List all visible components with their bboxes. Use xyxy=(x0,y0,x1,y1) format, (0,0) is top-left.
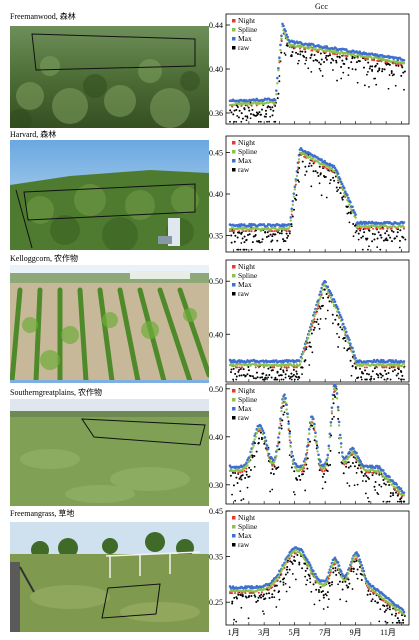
month-label: 3月 xyxy=(258,628,271,637)
y-tick-label: 0.44 xyxy=(209,21,223,30)
legend-label: Spline xyxy=(238,271,258,280)
legend-label: Spline xyxy=(238,522,258,531)
legend-label: Night xyxy=(238,386,256,395)
y-tick-label: 0.25 xyxy=(209,598,223,607)
y-tick-label: 0.50 xyxy=(209,385,223,394)
legend-label: Max xyxy=(238,34,252,43)
legend-label: Spline xyxy=(238,147,258,156)
site-label-freemanwood: Freemanwood, 森林 xyxy=(10,12,76,21)
site-label-harvard: Harvard, 森林 xyxy=(10,130,57,139)
legend-label: raw xyxy=(238,289,250,298)
legend-label: Night xyxy=(238,262,256,271)
y-tick-label: 0.50 xyxy=(209,277,223,286)
legend-label: Max xyxy=(238,280,252,289)
month-label: 9月 xyxy=(349,628,362,637)
legend-label: Night xyxy=(238,138,256,147)
y-tick-label: 0.36 xyxy=(209,109,223,118)
y-tick-label: 0.35 xyxy=(209,553,223,562)
legend-label: raw xyxy=(238,413,250,422)
photo-southerngreatplains xyxy=(10,399,209,506)
photo-harvard xyxy=(10,140,209,250)
legend-label: Max xyxy=(238,531,252,540)
site-label-kelloggcorn: Kelloggcorn, 农作物 xyxy=(10,254,78,263)
y-tick-label: 0.35 xyxy=(209,231,223,240)
legend-label: Night xyxy=(238,16,256,25)
photo-freemanwood xyxy=(10,26,209,128)
legend-label: raw xyxy=(238,165,250,174)
legend-label: Night xyxy=(238,513,256,522)
month-label: 7月 xyxy=(319,628,332,637)
legend-label: Spline xyxy=(238,395,258,404)
site-label-freemangrass: Freemangrass, 草地 xyxy=(10,509,75,518)
legend-label: raw xyxy=(238,540,250,549)
y-tick-label: 0.45 xyxy=(209,507,223,516)
y-tick-label: 0.40 xyxy=(209,433,223,442)
legend-label: Max xyxy=(238,156,252,165)
gcc-axis-title: Gcc xyxy=(315,2,328,11)
y-tick-label: 0.45 xyxy=(209,149,223,158)
legend-label: Spline xyxy=(238,25,258,34)
y-tick-label: 0.40 xyxy=(209,330,223,339)
legend-label: raw xyxy=(238,43,250,52)
month-label: 5月 xyxy=(288,628,301,637)
y-tick-label: 0.40 xyxy=(209,65,223,74)
month-label: 11月 xyxy=(380,628,396,637)
y-tick-label: 0.40 xyxy=(209,190,223,199)
photo-freemangrass xyxy=(10,522,209,632)
site-label-southerngreatplains: Southerngreatplains, 农作物 xyxy=(10,388,102,397)
month-label: 1月 xyxy=(227,628,240,637)
photo-kelloggcorn xyxy=(10,265,209,383)
y-tick-label: 0.30 xyxy=(209,481,223,490)
legend-label: Max xyxy=(238,404,252,413)
